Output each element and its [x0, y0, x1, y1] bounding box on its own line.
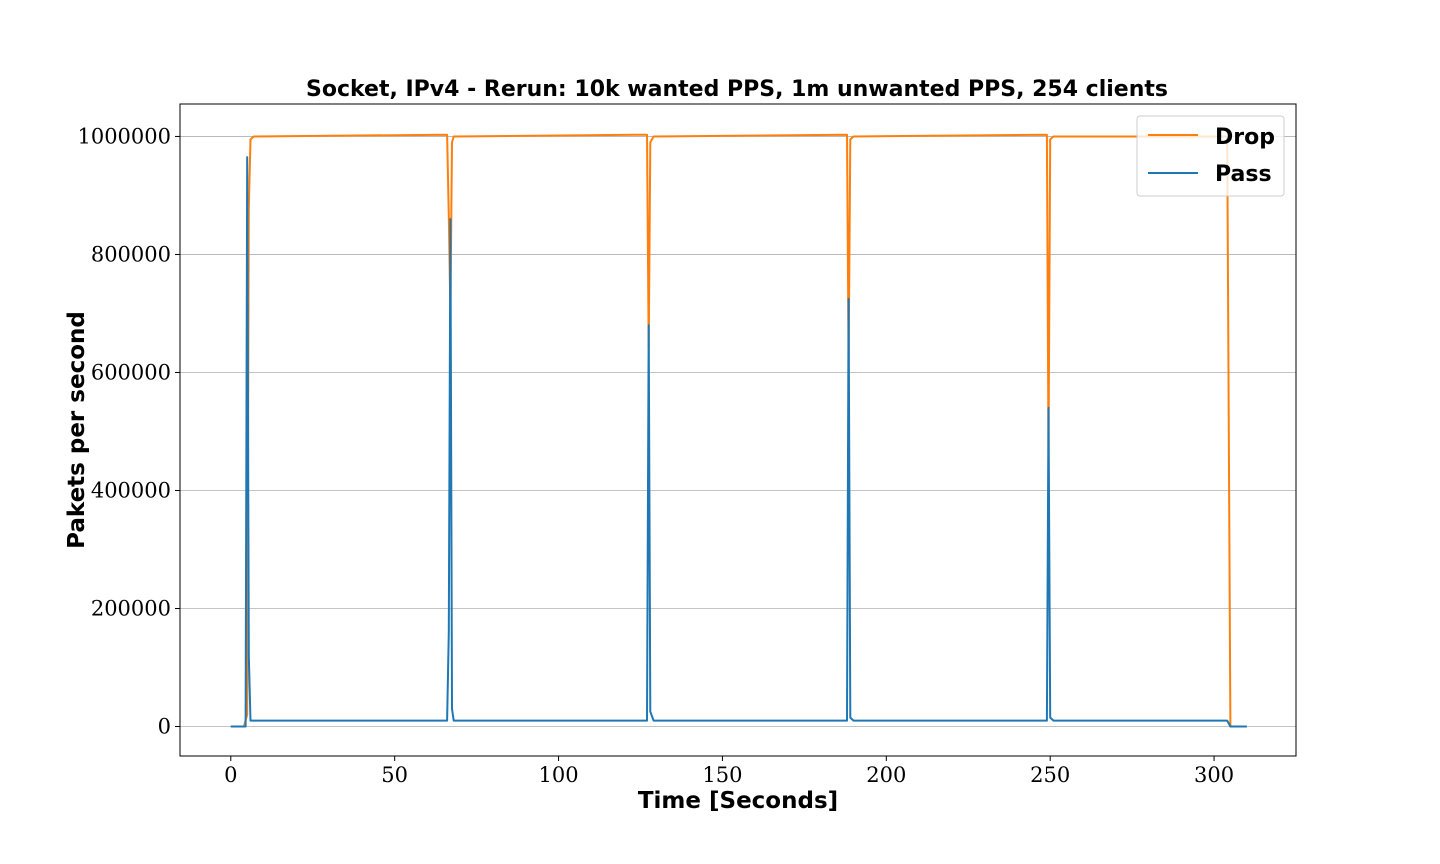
x-tick-label: 250 — [1030, 763, 1070, 787]
y-tick-label: 200000 — [91, 596, 171, 620]
series-line-pass — [230, 156, 1247, 728]
x-tick-label: 200 — [866, 763, 906, 787]
y-tick-label: 600000 — [91, 360, 171, 384]
x-tick-label: 150 — [702, 763, 742, 787]
chart-title: Socket, IPv4 - Rerun: 10k wanted PPS, 1m… — [306, 77, 1168, 102]
y-tick-label: 400000 — [91, 478, 171, 502]
y-axis-label: Pakets per second — [64, 311, 90, 549]
series-line-drop — [230, 133, 1247, 728]
y-tick-label: 0 — [158, 714, 171, 738]
series-lines — [230, 133, 1247, 728]
x-tick-label: 0 — [224, 763, 237, 787]
axis-ticks: 0 200000 400000 600000 800000 1000000 0 50 100 15… — [77, 124, 1234, 787]
plot-frame — [179, 103, 1297, 757]
legend: Drop Pass — [1136, 115, 1285, 197]
x-axis-label: Time [Seconds] — [638, 788, 838, 814]
x-tick-label: 50 — [381, 763, 408, 787]
legend-label-pass: Pass — [1215, 162, 1272, 187]
x-tick-label: 100 — [539, 763, 579, 787]
x-tick-label: 300 — [1194, 763, 1234, 787]
grid-lines — [180, 136, 1296, 727]
legend-label-drop: Drop — [1215, 125, 1275, 150]
y-tick-label: 1000000 — [77, 124, 171, 148]
y-tick-label: 800000 — [91, 242, 171, 266]
